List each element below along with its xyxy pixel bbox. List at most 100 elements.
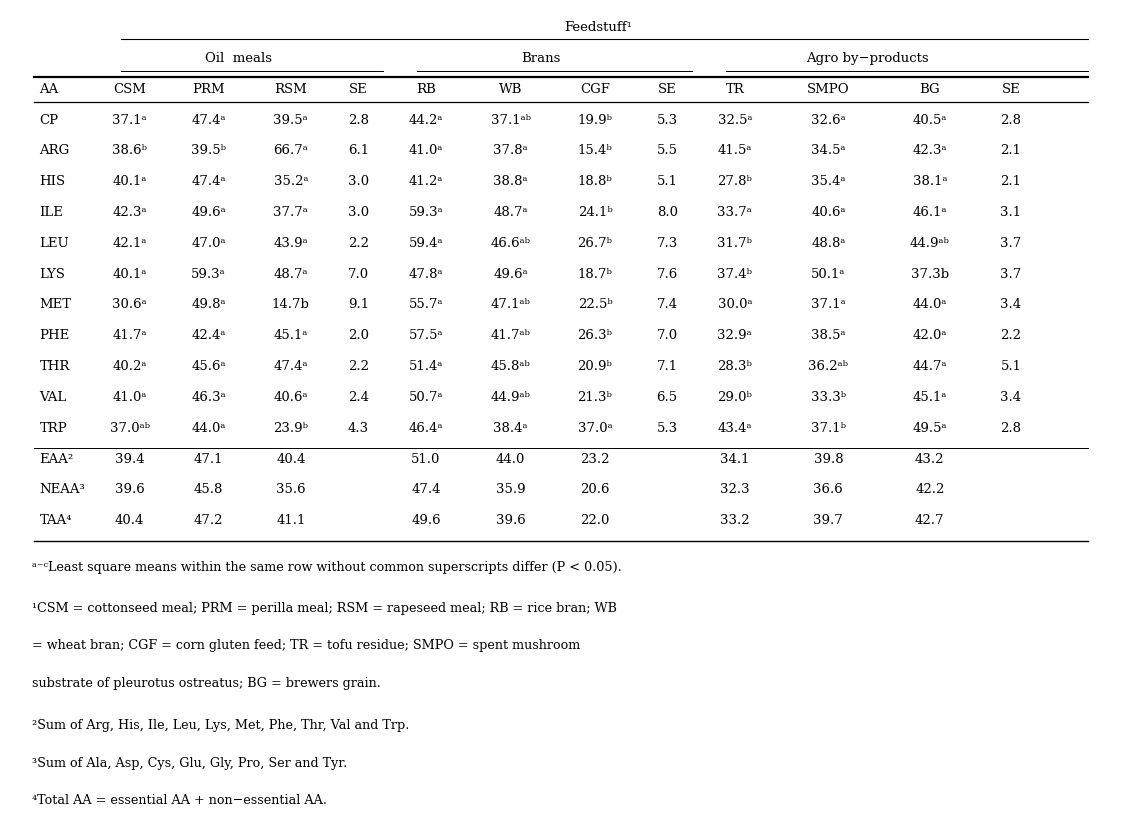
Text: LEU: LEU <box>39 237 69 250</box>
Text: NEAA³: NEAA³ <box>39 483 86 496</box>
Text: 7.4: 7.4 <box>657 298 677 311</box>
Text: 37.4ᵇ: 37.4ᵇ <box>717 267 753 280</box>
Text: 66.7ᵃ: 66.7ᵃ <box>274 144 308 157</box>
Text: 41.1: 41.1 <box>276 514 305 527</box>
Text: 3.4: 3.4 <box>1001 391 1021 404</box>
Text: 37.3b: 37.3b <box>911 267 949 280</box>
Text: HIS: HIS <box>39 175 65 188</box>
Text: 37.1ᵃ: 37.1ᵃ <box>811 298 845 311</box>
Text: 43.2: 43.2 <box>915 452 944 465</box>
Text: 49.6ᵃ: 49.6ᵃ <box>494 267 527 280</box>
Text: ³Sum of Ala, Asp, Cys, Glu, Gly, Pro, Ser and Tyr.: ³Sum of Ala, Asp, Cys, Glu, Gly, Pro, Se… <box>32 757 347 770</box>
Text: 26.7ᵇ: 26.7ᵇ <box>577 237 613 250</box>
Text: MET: MET <box>39 298 71 311</box>
Text: 39.5ᵇ: 39.5ᵇ <box>190 144 227 157</box>
Text: 45.6ᵃ: 45.6ᵃ <box>192 360 225 373</box>
Text: 50.1ᵃ: 50.1ᵃ <box>811 267 845 280</box>
Text: substrate of pleurotus ostreatus; BG = brewers grain.: substrate of pleurotus ostreatus; BG = b… <box>32 677 381 690</box>
Text: 38.8ᵃ: 38.8ᵃ <box>494 175 527 188</box>
Text: ᵃ⁻ᶜLeast square means within the same row without common superscripts differ (P : ᵃ⁻ᶜLeast square means within the same ro… <box>32 562 621 575</box>
Text: 23.9ᵇ: 23.9ᵇ <box>273 421 309 434</box>
Text: 40.2ᵃ: 40.2ᵃ <box>113 360 147 373</box>
Text: 37.1ᵇ: 37.1ᵇ <box>810 421 846 434</box>
Text: 39.6: 39.6 <box>496 514 525 527</box>
Text: 42.3ᵃ: 42.3ᵃ <box>913 144 947 157</box>
Text: ARG: ARG <box>39 144 70 157</box>
Text: 33.2: 33.2 <box>720 514 749 527</box>
Text: 18.7ᵇ: 18.7ᵇ <box>578 267 612 280</box>
Text: 47.4ᵃ: 47.4ᵃ <box>192 175 225 188</box>
Text: 37.8ᵃ: 37.8ᵃ <box>494 144 527 157</box>
Text: 33.3ᵇ: 33.3ᵇ <box>810 391 846 404</box>
Text: 14.7b: 14.7b <box>272 298 310 311</box>
Text: 21.3ᵇ: 21.3ᵇ <box>578 391 612 404</box>
Text: 44.9ᵃᵇ: 44.9ᵃᵇ <box>490 391 531 404</box>
Text: 3.0: 3.0 <box>348 206 369 219</box>
Text: 44.0: 44.0 <box>496 452 525 465</box>
Text: 37.1ᵃᵇ: 37.1ᵃᵇ <box>490 113 531 126</box>
Text: 41.2ᵃ: 41.2ᵃ <box>409 175 443 188</box>
Text: 40.5ᵃ: 40.5ᵃ <box>913 113 947 126</box>
Text: 46.4ᵃ: 46.4ᵃ <box>409 421 443 434</box>
Text: 7.0: 7.0 <box>657 329 677 342</box>
Text: 49.8ᵃ: 49.8ᵃ <box>192 298 225 311</box>
Text: 27.8ᵇ: 27.8ᵇ <box>718 175 752 188</box>
Text: 2.8: 2.8 <box>1001 421 1021 434</box>
Text: 42.0ᵃ: 42.0ᵃ <box>913 329 947 342</box>
Text: 49.5ᵃ: 49.5ᵃ <box>913 421 947 434</box>
Text: 3.1: 3.1 <box>1001 206 1021 219</box>
Text: 40.4: 40.4 <box>115 514 144 527</box>
Text: 37.0ᵃ: 37.0ᵃ <box>578 421 612 434</box>
Text: 32.5ᵃ: 32.5ᵃ <box>718 113 752 126</box>
Text: 48.7ᵃ: 48.7ᵃ <box>494 206 527 219</box>
Text: ⁴Total AA = essential AA + non−essential AA.: ⁴Total AA = essential AA + non−essential… <box>32 795 327 808</box>
Text: 48.7ᵃ: 48.7ᵃ <box>274 267 308 280</box>
Text: 2.8: 2.8 <box>1001 113 1021 126</box>
Text: 39.7: 39.7 <box>814 514 843 527</box>
Text: 39.5ᵃ: 39.5ᵃ <box>274 113 308 126</box>
Text: 43.4ᵃ: 43.4ᵃ <box>718 421 752 434</box>
Text: 47.8ᵃ: 47.8ᵃ <box>409 267 443 280</box>
Text: 49.6: 49.6 <box>411 514 441 527</box>
Text: 5.3: 5.3 <box>657 421 677 434</box>
Text: EAA²: EAA² <box>39 452 73 465</box>
Text: 44.0ᵃ: 44.0ᵃ <box>192 421 225 434</box>
Text: = wheat bran; CGF = corn gluten feed; TR = tofu residue; SMPO = spent mushroom: = wheat bran; CGF = corn gluten feed; TR… <box>32 640 579 653</box>
Text: 47.2: 47.2 <box>194 514 223 527</box>
Text: 40.6ᵃ: 40.6ᵃ <box>274 391 308 404</box>
Text: Brans: Brans <box>522 52 560 65</box>
Text: 35.4ᵃ: 35.4ᵃ <box>811 175 845 188</box>
Text: 6.5: 6.5 <box>657 391 677 404</box>
Text: WB: WB <box>499 83 522 96</box>
Text: 47.4: 47.4 <box>411 483 441 496</box>
Text: 22.0: 22.0 <box>580 514 610 527</box>
Text: 8.0: 8.0 <box>657 206 677 219</box>
Text: 3.4: 3.4 <box>1001 298 1021 311</box>
Text: TAA⁴: TAA⁴ <box>39 514 72 527</box>
Text: 47.0ᵃ: 47.0ᵃ <box>192 237 225 250</box>
Text: 49.6ᵃ: 49.6ᵃ <box>192 206 225 219</box>
Text: 42.7: 42.7 <box>915 514 944 527</box>
Text: 59.3ᵃ: 59.3ᵃ <box>409 206 443 219</box>
Text: 5.1: 5.1 <box>657 175 677 188</box>
Text: 3.0: 3.0 <box>348 175 369 188</box>
Text: 7.0: 7.0 <box>348 267 369 280</box>
Text: 35.6: 35.6 <box>276 483 305 496</box>
Text: CGF: CGF <box>580 83 610 96</box>
Text: Oil  meals: Oil meals <box>205 52 272 65</box>
Text: 3.7: 3.7 <box>1001 237 1021 250</box>
Text: 38.5ᵃ: 38.5ᵃ <box>811 329 845 342</box>
Text: 37.0ᵃᵇ: 37.0ᵃᵇ <box>109 421 150 434</box>
Text: 44.0ᵃ: 44.0ᵃ <box>913 298 947 311</box>
Text: RB: RB <box>416 83 436 96</box>
Text: 47.1ᵃᵇ: 47.1ᵃᵇ <box>490 298 531 311</box>
Text: CSM: CSM <box>113 83 147 96</box>
Text: 41.5ᵃ: 41.5ᵃ <box>718 144 752 157</box>
Text: 38.1ᵃ: 38.1ᵃ <box>913 175 947 188</box>
Text: 5.3: 5.3 <box>657 113 677 126</box>
Text: 42.2: 42.2 <box>915 483 944 496</box>
Text: 57.5ᵃ: 57.5ᵃ <box>409 329 443 342</box>
Text: 7.1: 7.1 <box>657 360 677 373</box>
Text: 5.5: 5.5 <box>657 144 677 157</box>
Text: SMPO: SMPO <box>807 83 850 96</box>
